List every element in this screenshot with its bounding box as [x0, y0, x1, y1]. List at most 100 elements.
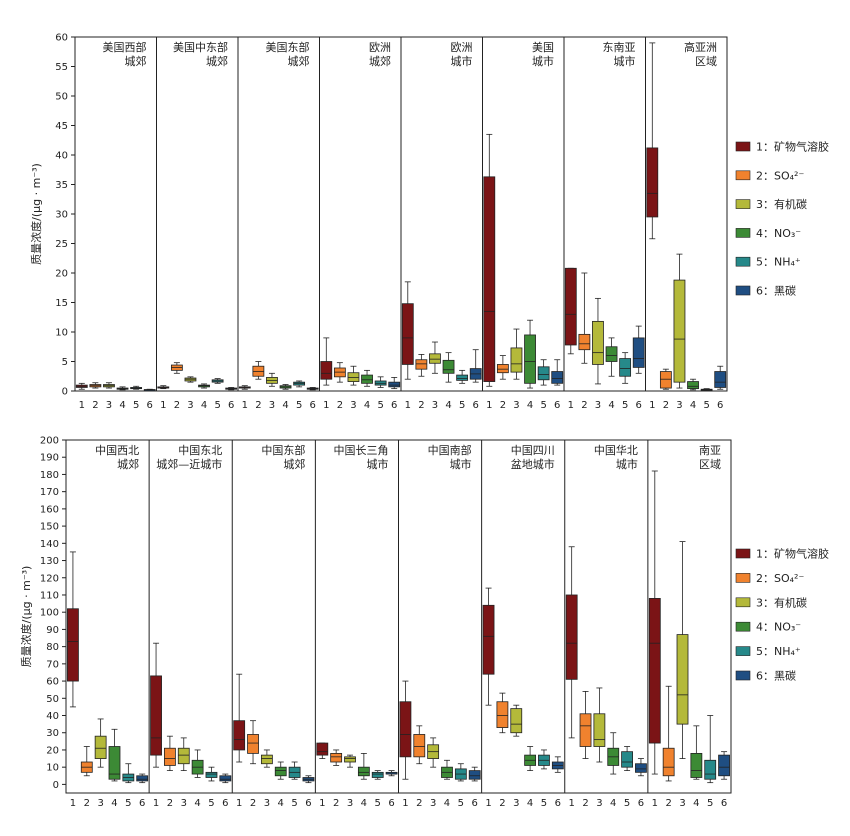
box-2: [496, 692, 509, 734]
y-tick-label: 5: [62, 357, 68, 368]
x-tick-label: 5: [377, 400, 383, 411]
panel-title: 城郊—近城市: [156, 457, 222, 471]
x-tick-label: 6: [147, 400, 153, 411]
box-4: [524, 319, 536, 389]
y-tick-label: 90: [46, 625, 59, 636]
box-iqr: [233, 720, 246, 751]
x-tick-label: 4: [278, 798, 284, 809]
box-iqr: [621, 751, 633, 768]
x-tick-label: 1: [79, 400, 85, 411]
x-tick-label: 5: [459, 400, 465, 411]
box-1: [233, 673, 246, 763]
x-tick-label: 1: [319, 798, 325, 809]
x-tick-label: 6: [473, 400, 479, 411]
panel-title: 区域: [699, 458, 721, 471]
legend-label: 6：黑碳: [756, 284, 796, 298]
panel-title: 区域: [695, 55, 717, 68]
x-tick-label: 3: [264, 798, 270, 809]
box-iqr: [399, 701, 412, 758]
panel-title: 南亚: [699, 444, 721, 457]
x-tick-label: 1: [402, 798, 408, 809]
box-3: [344, 754, 356, 768]
x-tick-label: 1: [405, 400, 411, 411]
box-iqr: [482, 604, 495, 675]
box-6: [551, 359, 564, 386]
panel-title: 城郊: [125, 55, 147, 68]
y-tick-label: 40: [46, 711, 59, 722]
box-5: [371, 770, 384, 780]
box-2: [333, 362, 346, 383]
legend-label: 5：NH₄⁺: [756, 645, 801, 658]
box-3: [184, 376, 197, 383]
box-3: [427, 737, 440, 768]
box-iqr: [510, 708, 523, 734]
box-iqr: [592, 320, 604, 365]
box-2: [80, 746, 93, 777]
x-tick-label: 3: [676, 400, 682, 411]
x-tick-label: 2: [174, 400, 180, 411]
box-4: [690, 725, 703, 780]
y-tick-label: 30: [55, 210, 68, 221]
box-1: [648, 470, 661, 775]
x-tick-label: 3: [269, 400, 275, 411]
chart-2: 0 10 20 30 40 50 60 70 80 90 100 110 120 130 140 150 160…: [19, 436, 732, 809]
box-1: [399, 680, 412, 780]
legend-label: 2：SO₄²⁻: [756, 169, 804, 182]
x-tick-label: 6: [388, 798, 394, 809]
box-4: [279, 384, 292, 390]
y-tick-label: 55: [55, 62, 68, 73]
panel-title: 城郊: [206, 55, 228, 68]
x-tick-label: 6: [721, 798, 727, 809]
panel-title: 美国西部: [103, 40, 147, 54]
box-1: [646, 42, 659, 240]
x-tick-label: 4: [690, 400, 696, 411]
box-iqr: [136, 775, 149, 782]
box-iqr: [524, 334, 536, 384]
x-tick-label: 5: [458, 798, 464, 809]
legend-label: 4：NO₃⁻: [756, 621, 801, 634]
x-tick-label: 6: [472, 798, 478, 809]
legend-2: 1：矿物气溶胶 2：SO₄²⁻ 3：有机碳 4：NO₃⁻ 5：NH₄⁺ 6：黑碳: [735, 547, 829, 683]
legend-label: 5：NH₄⁺: [756, 256, 801, 269]
box-5: [456, 369, 469, 384]
y-tick-label: 10: [55, 328, 68, 339]
box-4: [357, 752, 370, 780]
x-tick-label: 3: [106, 400, 112, 411]
box-iqr: [714, 371, 727, 388]
x-tick-label: 6: [636, 400, 642, 411]
box-6: [635, 758, 647, 777]
box-3: [103, 382, 115, 389]
x-tick-label: 6: [638, 798, 644, 809]
box-iqr: [401, 303, 414, 365]
y-tick-label: 50: [55, 92, 68, 103]
box-iqr: [659, 371, 672, 389]
box-4: [198, 383, 210, 389]
box-iqr: [593, 713, 606, 747]
x-tick-label: 3: [187, 400, 193, 411]
box-6: [714, 365, 727, 390]
y-tick-label: 20: [55, 269, 68, 280]
box-3: [592, 297, 604, 385]
box-iqr: [330, 752, 343, 763]
legend-swatch: [735, 228, 751, 238]
box-iqr: [94, 735, 107, 759]
box-iqr: [646, 147, 659, 218]
box-6: [551, 756, 564, 773]
box-iqr: [551, 371, 564, 384]
y-tick-label: 140: [40, 539, 59, 550]
box-6: [718, 751, 730, 780]
legend-swatch: [735, 285, 751, 296]
box-iqr: [205, 771, 218, 778]
box-4: [191, 749, 204, 778]
box-1: [157, 385, 170, 390]
x-tick-label: 4: [282, 400, 288, 411]
legend-swatch: [735, 548, 751, 559]
x-tick-label: 4: [111, 798, 117, 809]
box-iqr: [496, 364, 509, 374]
box-5: [538, 749, 550, 770]
x-tick-label: 1: [70, 798, 76, 809]
box-iqr: [357, 766, 370, 777]
